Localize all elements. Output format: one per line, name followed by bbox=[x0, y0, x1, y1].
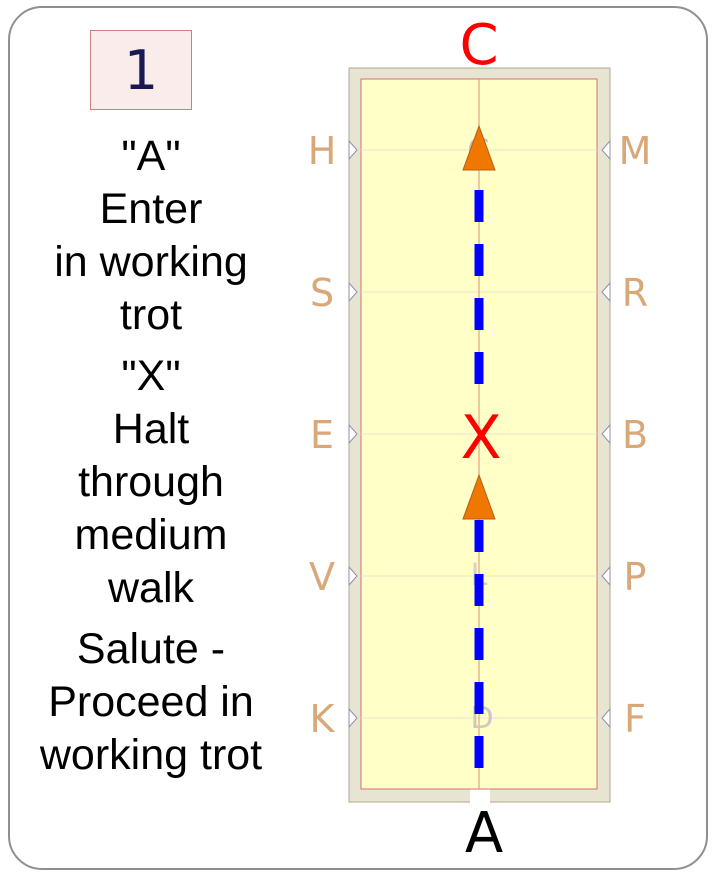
arena-letter-p: P bbox=[624, 555, 647, 599]
arena-entry-gap bbox=[470, 786, 490, 806]
arena-letter-a: A bbox=[465, 801, 503, 866]
step-x-line-4: medium bbox=[74, 511, 228, 559]
arena-letter-e: E bbox=[310, 413, 334, 457]
fence-notch bbox=[348, 423, 358, 445]
step-a-line-3: in working bbox=[54, 238, 248, 286]
fence-notch bbox=[601, 565, 611, 587]
direction-arrow-upper bbox=[462, 124, 496, 171]
fence-notch bbox=[601, 423, 611, 445]
direction-arrow-lower bbox=[462, 473, 496, 520]
fence-notch bbox=[348, 281, 358, 303]
arena-letter-m: M bbox=[619, 129, 652, 173]
test-number-box: 1 bbox=[90, 30, 192, 110]
arena-letter-r: R bbox=[622, 271, 648, 315]
center-letter-x: X bbox=[460, 403, 501, 473]
step-a-line-4: trot bbox=[119, 291, 183, 339]
arena-letter-k: K bbox=[310, 697, 336, 741]
step-x-line-1: "X" bbox=[121, 352, 181, 400]
step-a-line-1: "A" bbox=[121, 132, 181, 180]
arena-letter-s: S bbox=[310, 271, 334, 315]
arena-letter-f: F bbox=[624, 697, 646, 741]
step-a-line-2: Enter bbox=[99, 185, 203, 233]
fence-notch bbox=[348, 139, 358, 161]
fence-notch bbox=[601, 139, 611, 161]
fence-notches-left bbox=[348, 139, 358, 729]
step-salute-line-3: working trot bbox=[39, 731, 263, 779]
arena-letters-right: M R B P F bbox=[619, 129, 652, 741]
step-x-line-5: walk bbox=[107, 564, 195, 612]
instruction-text: "A" Enter in working trot "X" Halt throu… bbox=[20, 130, 282, 782]
fence-notch bbox=[348, 565, 358, 587]
test-number: 1 bbox=[123, 38, 159, 102]
step-salute-line-2: Proceed in bbox=[48, 678, 254, 726]
step-x-line-3: through bbox=[78, 458, 224, 506]
arena-letters-left: H S E V K bbox=[308, 129, 337, 741]
fence-notches-right bbox=[601, 139, 611, 729]
arena-letter-b: B bbox=[622, 413, 648, 457]
step-x-line-2: Halt bbox=[112, 405, 190, 453]
step-salute-line-1: Salute - bbox=[76, 625, 226, 673]
fence-notch bbox=[601, 281, 611, 303]
fence-notch bbox=[601, 707, 611, 729]
arena-letter-v: V bbox=[309, 555, 335, 599]
arena-letter-h: H bbox=[308, 129, 337, 173]
arena-letter-c: C bbox=[459, 13, 498, 78]
fence-notch bbox=[348, 707, 358, 729]
